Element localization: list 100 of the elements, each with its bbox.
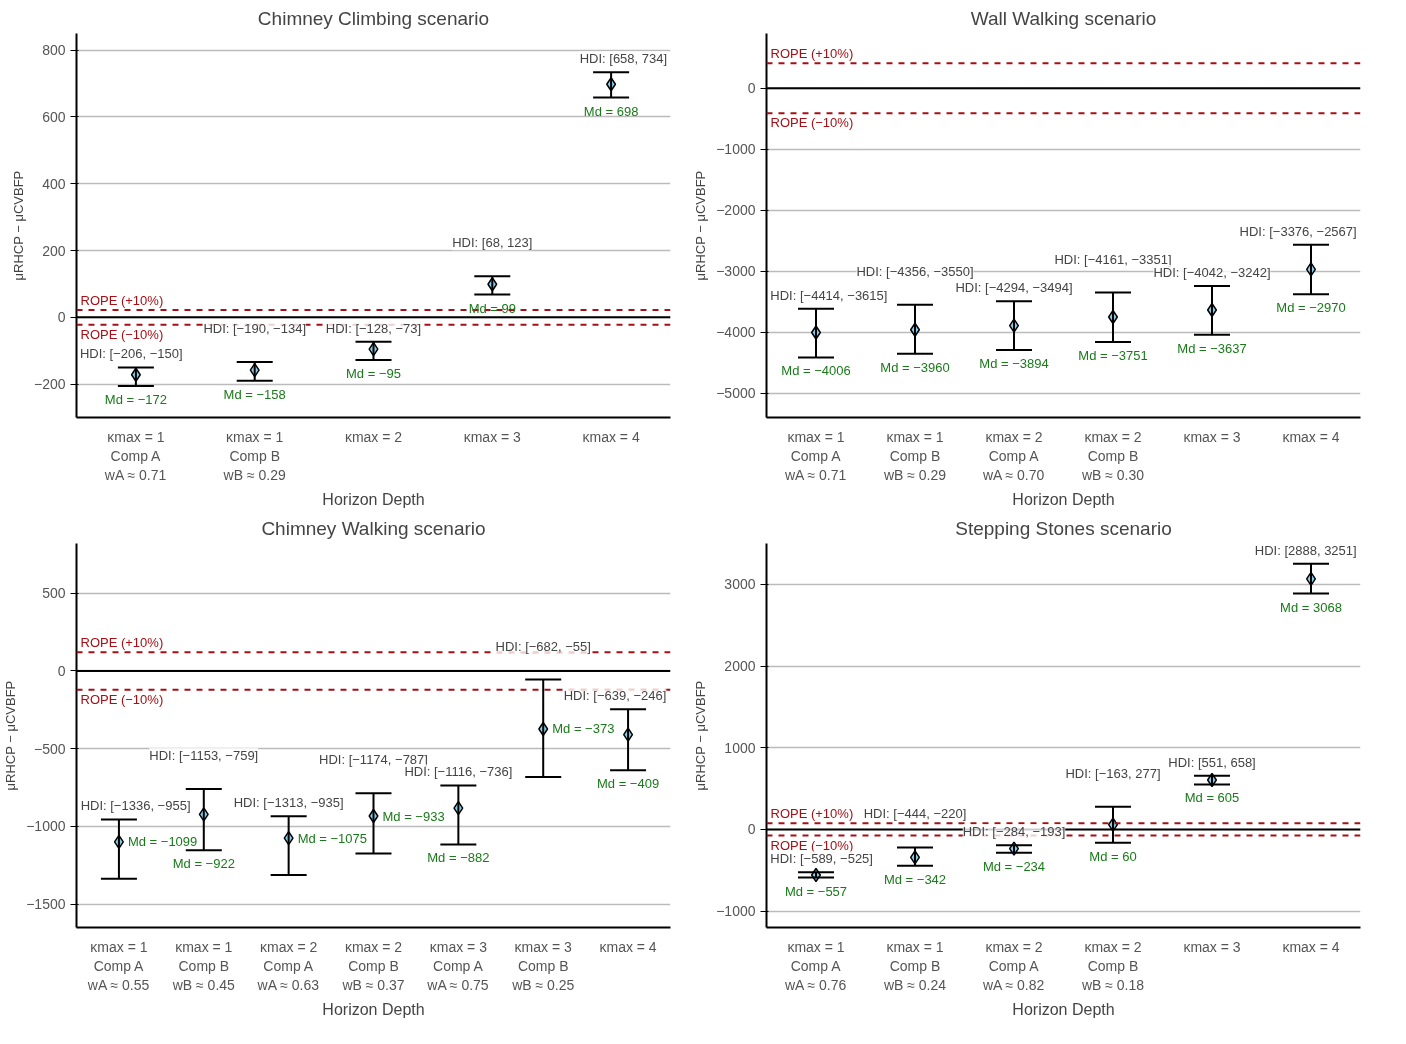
x-tick-label: κmax = 3 Comp B wB ≈ 0.25 [511,938,575,993]
x-tick-label: κmax = 1 Comp B wB ≈ 0.24 [882,938,947,993]
data-label: Md = −409 [596,776,660,792]
data-label: Md = −172 [104,392,167,408]
y-tick-label: −2000 [716,202,756,219]
annotation: HDI: [−284, −193] [962,824,1066,840]
x-tick-label: κmax = 1 Comp A wA ≈ 0.71 [783,428,847,483]
data-label: Md = −373 [552,721,615,737]
x-tick-label: κmax = 3 Comp A wA ≈ 0.75 [426,938,489,993]
annotation: HDI: [−1153, −759] [149,747,259,763]
annotation: HDI: [−1116, −736] [404,764,513,780]
ref-line-label: ROPE (−10%) [770,115,854,131]
x-axis-title: Horizon Depth [322,1000,425,1018]
y-tick-label: −1000 [716,903,756,920]
data-label: Md = 99 [468,300,516,316]
chart-title: Wall Walking scenario [970,7,1157,29]
data-label: Md = −158 [223,386,286,402]
annotation: HDI: [−190, −134] [203,321,307,337]
ref-line-label: ROPE (−10%) [80,691,164,707]
y-tick-label: −200 [33,376,66,393]
annotation: HDI: [−3376, −2567] [1239,223,1357,239]
y-tick-label: 0 [57,309,66,326]
y-axis-title: μRHCP − μCVBFP [693,680,709,791]
y-tick-label: −4000 [716,324,756,341]
annotation: HDI: [551, 658] [1168,754,1256,770]
x-tick-label: κmax = 1 Comp B wB ≈ 0.29 [882,428,947,483]
x-tick-label: κmax = 3 [1183,428,1241,445]
chart-title: Chimney Climbing scenario [257,7,490,29]
ref-line-label: ROPE (−10%) [80,326,164,342]
data-label: Md = −557 [784,883,848,899]
y-axis-title: μRHCP − μCVBFP [3,680,19,791]
y-tick-label: −1500 [26,896,66,913]
x-tick-label: κmax = 2 Comp B wB ≈ 0.18 [1080,938,1145,993]
annotation: HDI: [−4414, −3615] [770,287,888,303]
data-label: Md = −3960 [880,359,950,375]
data-label: Md = −95 [346,366,401,382]
x-tick-label: κmax = 2 [344,428,403,445]
x-tick-label: κmax = 1 Comp B wB ≈ 0.29 [222,428,286,483]
data-label: Md = 3068 [1280,599,1342,615]
y-tick-label: 1000 [724,739,756,756]
y-tick-label: −500 [33,740,66,757]
x-tick-label: κmax = 4 [599,938,657,955]
x-tick-label: κmax = 4 [582,428,640,445]
y-tick-label: 500 [42,585,66,602]
data-label: Md = −3894 [979,356,1049,372]
y-tick-label: 200 [42,242,66,259]
annotation: HDI: [−206, −150] [79,346,183,362]
x-axis-title: Horizon Depth [322,490,425,508]
y-tick-label: 0 [57,662,66,679]
data-label: Md = −933 [382,808,445,824]
data-label: Md = −3637 [1177,340,1247,356]
data-label: Md = −4006 [781,363,851,379]
annotation: HDI: [−1336, −955] [80,798,191,814]
data-label: Md = −1099 [127,834,198,850]
annotation: HDI: [2888, 3251] [1254,542,1357,558]
x-tick-label: κmax = 2 Comp B wB ≈ 0.30 [1080,428,1145,483]
ref-line-label: ROPE (+10%) [80,635,164,651]
x-axis-title: Horizon Depth [1012,490,1115,508]
y-tick-label: −1000 [716,141,756,158]
annotation: HDI: [658, 734] [579,51,668,67]
annotation: HDI: [−4294, −3494] [955,280,1073,296]
y-tick-label: 400 [42,175,66,192]
y-tick-label: −1000 [26,818,66,835]
x-tick-label: κmax = 3 [463,428,522,445]
annotation: HDI: [−1313, −935] [233,795,344,811]
ref-line-label: ROPE (+10%) [770,806,854,822]
y-tick-label: −3000 [716,263,756,280]
x-tick-label: κmax = 4 [1282,428,1340,445]
data-label: Md = 605 [1184,790,1240,806]
x-tick-label: κmax = 2 Comp A wA ≈ 0.82 [981,938,1045,993]
annotation: HDI: [−4042, −3242] [1153,264,1271,280]
y-tick-label: 600 [42,108,66,125]
y-tick-label: 3000 [724,576,756,593]
annotation: HDI: [−639, −246] [563,688,667,704]
x-tick-label: κmax = 2 Comp A wA ≈ 0.63 [256,938,320,993]
x-tick-label: κmax = 1 Comp A wA ≈ 0.55 [86,938,150,993]
x-tick-label: κmax = 2 Comp B wB ≈ 0.37 [341,938,405,993]
annotation: HDI: [−128, −73] [325,320,422,336]
y-tick-label: 800 [42,42,66,59]
annotation: HDI: [−589, −525] [770,851,873,867]
y-tick-label: 0 [747,80,756,97]
y-tick-label: 2000 [724,658,756,675]
annotation: HDI: [−444, −220] [863,806,967,822]
x-tick-label: κmax = 4 [1282,938,1340,955]
annotation: HDI: [−4161, −3351] [1054,251,1172,267]
data-label: Md = −3751 [1078,347,1148,363]
ref-line-label: ROPE (−10%) [770,837,854,853]
chart-title: Chimney Walking scenario [261,517,486,539]
x-tick-label: κmax = 2 Comp A wA ≈ 0.70 [981,428,1045,483]
data-label: Md = −1075 [297,830,368,846]
annotation: HDI: [−682, −55] [495,638,591,654]
ref-line-label: ROPE (+10%) [770,46,854,62]
data-label: Md = −234 [982,858,1046,874]
y-tick-label: −5000 [716,385,756,402]
x-tick-label: κmax = 3 [1183,938,1241,955]
data-label: Md = −882 [427,850,490,866]
x-tick-label: κmax = 1 Comp A wA ≈ 0.76 [783,938,847,993]
annotation: HDI: [−163, 277] [1065,765,1161,781]
x-axis-title: Horizon Depth [1012,1000,1115,1018]
annotation: HDI: [68, 123] [452,235,533,251]
